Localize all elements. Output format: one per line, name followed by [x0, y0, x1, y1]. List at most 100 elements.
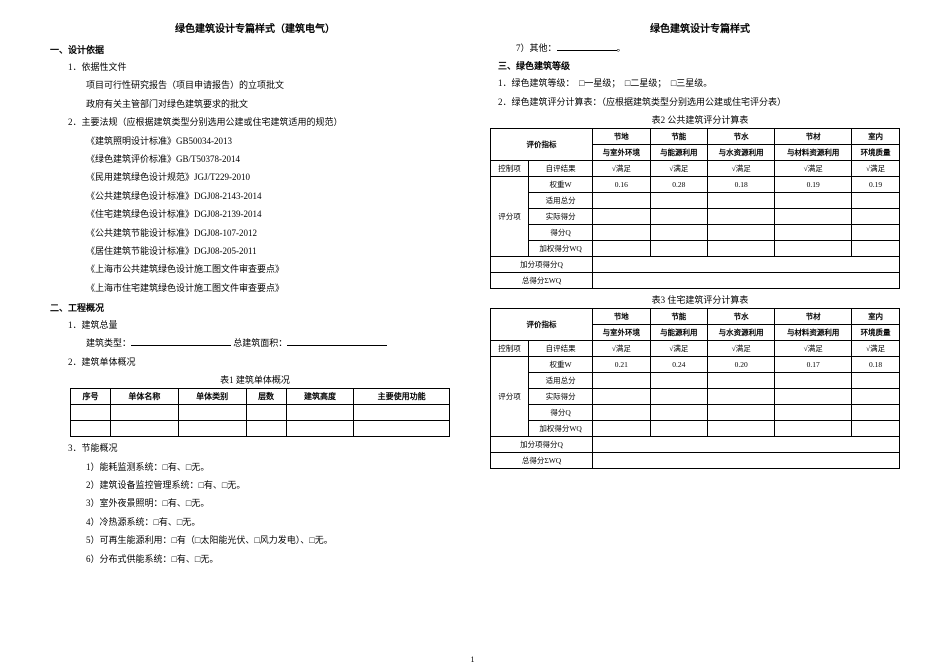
t2-s1: √满足	[593, 161, 651, 177]
t2-header-row: 评价指标 节地 节能 节水 节材 室内	[491, 129, 900, 145]
t2-w2: 0.28	[650, 177, 708, 193]
t2-col2b: 与能源利用	[650, 145, 708, 161]
t2-w1: 0.16	[593, 177, 651, 193]
table1-row	[71, 421, 450, 437]
t3-total-row: 总得分ΣWQ	[491, 453, 900, 469]
sec1-2: 2．主要法规（应根据建筑类型分别选用公建或住宅建筑适用的规范）	[68, 115, 460, 129]
sec1-1a: 项目可行性研究报告（项目申请报告）的立项批文	[86, 78, 460, 92]
t2-col4a: 节材	[775, 129, 852, 145]
right-column: 绿色建筑设计专篇样式 7）其他：。 三、绿色建筑等级 1．绿色建筑等级： □一星…	[480, 20, 920, 649]
table2-caption: 表2 公共建筑评分计算表	[480, 113, 920, 126]
sec3-5: 5）可再生能源利用：□有（□太阳能光伏、□风力发电）、□无。	[86, 533, 460, 547]
t1-h4: 层数	[246, 389, 286, 405]
t3-wq: 加权得分WQ	[529, 421, 593, 437]
item7-field[interactable]	[557, 50, 617, 51]
t3-eval: 评分项	[491, 357, 529, 437]
sec1-1b: 政府有关主管部门对绿色建筑要求的批文	[86, 97, 460, 111]
sec3-1: 1）能耗监测系统：□有、□无。	[86, 460, 460, 474]
t2-apply: 适用总分	[529, 193, 593, 209]
t2-w5: 0.19	[852, 177, 900, 193]
t3-s5: √满足	[852, 341, 900, 357]
t3-scoreq-row: 得分Q	[491, 405, 900, 421]
t2-total-row: 总得分ΣWQ	[491, 273, 900, 289]
t3-s1: √满足	[593, 341, 651, 357]
t2-bonus: 加分项得分Q	[491, 257, 593, 273]
t3-s4: √满足	[775, 341, 852, 357]
table3: 评价指标 节地 节能 节水 节材 室内 与室外环境 与能源利用 与水资源利用 与…	[490, 308, 900, 469]
t2-col3b: 与水资源利用	[708, 145, 775, 161]
sec1-2d: 《公共建筑绿色设计标准》DGJ08-2143-2014	[86, 189, 460, 203]
t1-h5: 建筑高度	[286, 389, 354, 405]
t3-header-row: 评价指标 节地 节能 节水 节材 室内	[491, 309, 900, 325]
t3-s3: √满足	[708, 341, 775, 357]
t3-weight: 权重W	[529, 357, 593, 373]
building-type-field[interactable]	[131, 345, 231, 346]
sec1-2i: 《上海市住宅建筑绿色设计施工图文件审查要点》	[86, 281, 460, 295]
sec3-2: 2）建筑设备监控管理系统：□有、□无。	[86, 478, 460, 492]
t3-col3b: 与水资源利用	[708, 325, 775, 341]
t3-col4b: 与材料资源利用	[775, 325, 852, 341]
sec1-2e: 《住宅建筑绿色设计标准》DGJ08-2139-2014	[86, 207, 460, 221]
sec1-2c: 《民用建筑绿色设计规范》JGJ/T229-2010	[86, 170, 460, 184]
t2-s5: √满足	[852, 161, 900, 177]
t3-control-row: 控制项 自评结果 √满足 √满足 √满足 √满足 √满足	[491, 341, 900, 357]
item7-label: 7）其他：	[516, 43, 557, 53]
t2-col1b: 与室外环境	[593, 145, 651, 161]
t3-col1a: 节地	[593, 309, 651, 325]
sec1-2b: 《绿色建筑评价标准》GB/T50378-2014	[86, 152, 460, 166]
t3-w5: 0.18	[852, 357, 900, 373]
t3-bonus: 加分项得分Q	[491, 437, 593, 453]
sec3-3: 3）室外夜景照明：□有、□无。	[86, 496, 460, 510]
sec3r-heading: 三、绿色建筑等级	[498, 59, 920, 72]
t3-control: 控制项	[491, 341, 529, 357]
t3-w4: 0.17	[775, 357, 852, 373]
t3-col4a: 节材	[775, 309, 852, 325]
sec2-2: 2．建筑单体概况	[68, 355, 460, 369]
t2-wq-row: 加权得分WQ	[491, 241, 900, 257]
t3-actual: 实际得分	[529, 389, 593, 405]
t2-col1a: 节地	[593, 129, 651, 145]
t3-selfeval: 自评结果	[529, 341, 593, 357]
sec1-2f: 《公共建筑节能设计标准》DGJ08-107-2012	[86, 226, 460, 240]
sec3-4: 4）冷热源系统：□有、□无。	[86, 515, 460, 529]
sec1-2h: 《上海市公共建筑绿色设计施工图文件审查要点》	[86, 262, 460, 276]
t2-eval-indicator: 评价指标	[491, 129, 593, 161]
t1-h1: 序号	[71, 389, 111, 405]
t2-weight-row: 评分项 权重W 0.16 0.28 0.18 0.19 0.19	[491, 177, 900, 193]
sec3: 3．节能概况	[68, 441, 460, 455]
t1-h3: 单体类别	[178, 389, 246, 405]
t1-h6: 主要使用功能	[354, 389, 450, 405]
t3-actual-row: 实际得分	[491, 389, 900, 405]
t3-w2: 0.24	[650, 357, 708, 373]
sec1-heading: 一、设计依据	[50, 43, 460, 56]
total-area-field[interactable]	[287, 345, 387, 346]
t2-bonus-row: 加分项得分Q	[491, 257, 900, 273]
t2-s2: √满足	[650, 161, 708, 177]
table1-row	[71, 405, 450, 421]
total-area-label: 总建筑面积：	[233, 338, 287, 348]
t3-wq-row: 加权得分WQ	[491, 421, 900, 437]
t2-col2a: 节能	[650, 129, 708, 145]
t3-col5b: 环境质量	[852, 325, 900, 341]
t2-col3a: 节水	[708, 129, 775, 145]
building-type-label: 建筑类型：	[86, 338, 131, 348]
t2-w4: 0.19	[775, 177, 852, 193]
table3-caption: 表3 住宅建筑评分计算表	[480, 293, 920, 306]
doc-title-left: 绿色建筑设计专篇样式（建筑电气）	[50, 20, 460, 35]
t3-w3: 0.20	[708, 357, 775, 373]
doc-title-right: 绿色建筑设计专篇样式	[480, 20, 920, 35]
t3-weight-row: 评分项 权重W 0.21 0.24 0.20 0.17 0.18	[491, 357, 900, 373]
t2-wq: 加权得分WQ	[529, 241, 593, 257]
t2-s4: √满足	[775, 161, 852, 177]
t3-col2b: 与能源利用	[650, 325, 708, 341]
item7: 7）其他：。	[516, 41, 920, 55]
page-number: 1	[471, 655, 475, 664]
table1-header-row: 序号 单体名称 单体类别 层数 建筑高度 主要使用功能	[71, 389, 450, 405]
t2-control: 控制项	[491, 161, 529, 177]
table1-caption: 表1 建筑单体概况	[50, 373, 460, 386]
t2-w3: 0.18	[708, 177, 775, 193]
t3-eval-indicator: 评价指标	[491, 309, 593, 341]
t3-total: 总得分ΣWQ	[491, 453, 593, 469]
left-column: 绿色建筑设计专篇样式（建筑电气） 一、设计依据 1．依据性文件 项目可行性研究报…	[20, 20, 460, 649]
t2-col5a: 室内	[852, 129, 900, 145]
